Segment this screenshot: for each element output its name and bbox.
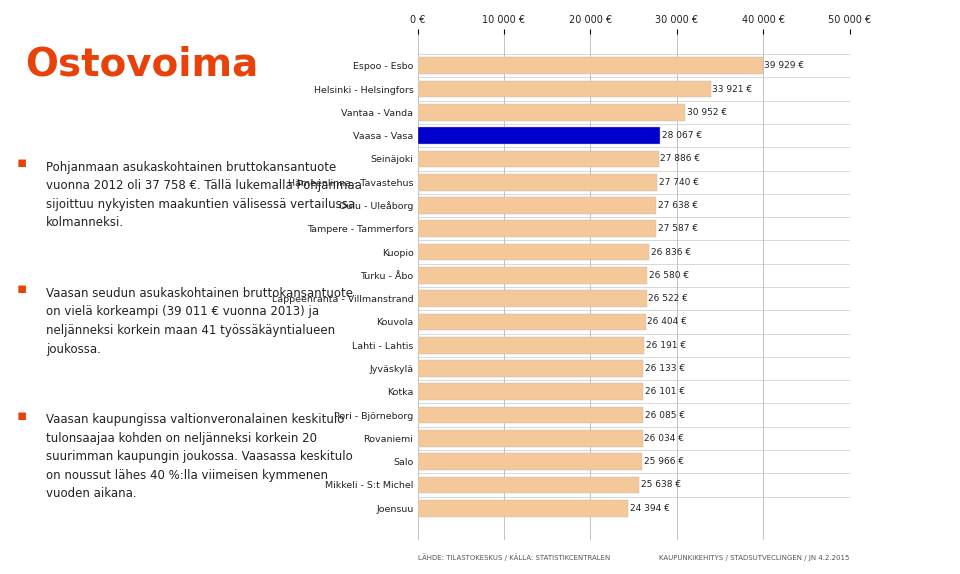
Text: 26 580 €: 26 580 €: [649, 271, 689, 280]
Text: 25 638 €: 25 638 €: [641, 480, 681, 490]
Bar: [418, 57, 762, 74]
Bar: [418, 150, 659, 167]
Text: KAUPUNKIKEHITYS / STADSUTVECLINGEN / JN 4.2.2015: KAUPUNKIKEHITYS / STADSUTVECLINGEN / JN …: [660, 554, 850, 561]
Text: ▪: ▪: [16, 408, 27, 422]
Text: 26 836 €: 26 836 €: [651, 247, 691, 257]
Text: 30 952 €: 30 952 €: [686, 108, 727, 117]
Text: 26 034 €: 26 034 €: [644, 434, 684, 443]
Text: Ostovoima: Ostovoima: [25, 46, 258, 84]
Text: ▪: ▪: [16, 155, 27, 170]
Bar: [418, 360, 643, 377]
Text: 39 929 €: 39 929 €: [764, 61, 804, 70]
Bar: [418, 290, 647, 307]
Text: Vaasan kaupungissa valtionveronalainen keskitulo
tulonsaajaa kohden on neljännek: Vaasan kaupungissa valtionveronalainen k…: [46, 413, 352, 501]
Bar: [418, 81, 710, 98]
Bar: [418, 383, 643, 400]
Bar: [418, 500, 629, 517]
Text: 24 394 €: 24 394 €: [630, 504, 670, 513]
Bar: [418, 127, 660, 144]
Text: 33 921 €: 33 921 €: [712, 84, 753, 94]
Text: 26 404 €: 26 404 €: [647, 317, 687, 327]
Bar: [418, 220, 656, 237]
Text: LÄHDE: TILASTOKESKUS / KÄLLA: STATISTIKCENTRALEN: LÄHDE: TILASTOKESKUS / KÄLLA: STATISTIKC…: [418, 553, 610, 561]
Text: 27 886 €: 27 886 €: [660, 154, 701, 164]
Bar: [418, 430, 642, 447]
Text: 25 966 €: 25 966 €: [643, 457, 684, 466]
Text: 27 638 €: 27 638 €: [659, 201, 698, 210]
Bar: [418, 104, 685, 121]
Bar: [418, 174, 658, 191]
Text: 26 522 €: 26 522 €: [648, 294, 688, 303]
Text: 28 067 €: 28 067 €: [661, 131, 702, 140]
Text: 27 740 €: 27 740 €: [659, 178, 699, 187]
Bar: [418, 453, 642, 470]
Text: 26 085 €: 26 085 €: [645, 410, 684, 420]
Text: 26 133 €: 26 133 €: [645, 364, 685, 373]
Bar: [418, 244, 650, 261]
Text: 26 101 €: 26 101 €: [645, 387, 685, 396]
Text: ▪: ▪: [16, 281, 27, 296]
Bar: [418, 197, 657, 214]
Text: 27 587 €: 27 587 €: [658, 224, 698, 233]
Bar: [418, 337, 644, 354]
Bar: [418, 313, 646, 330]
Bar: [418, 407, 643, 424]
Text: Pohjanmaan asukaskohtainen bruttokansantuote
vuonna 2012 oli 37 758 €. Tällä luk: Pohjanmaan asukaskohtainen bruttokansant…: [46, 161, 362, 229]
Bar: [418, 476, 639, 493]
Text: 26 191 €: 26 191 €: [646, 341, 685, 350]
Text: Vaasan seudun asukaskohtainen bruttokansantuote
on vielä korkeampi (39 011 € vuo: Vaasan seudun asukaskohtainen bruttokans…: [46, 287, 353, 355]
Bar: [418, 267, 647, 284]
